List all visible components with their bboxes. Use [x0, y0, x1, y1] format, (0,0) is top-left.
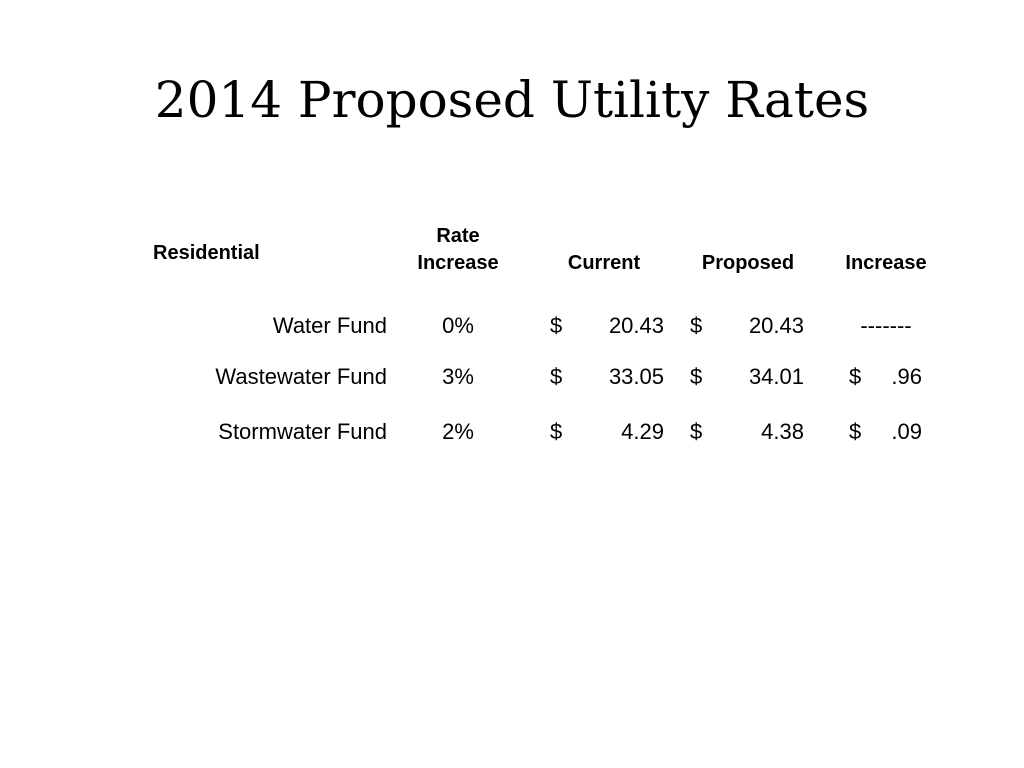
row-current-symbol-wastewater: $ [550, 364, 563, 389]
header-increase: Increase [845, 252, 927, 274]
row-increase-value-wastewater: .96 [891, 364, 922, 389]
row-proposed-symbol-stormwater: $ [690, 419, 703, 444]
row-increase-value-water: ------- [860, 313, 912, 338]
row-rate-increase-wastewater: 3% [442, 364, 474, 389]
row-rate-increase-water: 0% [442, 313, 474, 338]
header-rate-increase-line1: Rate [436, 225, 480, 247]
row-proposed-value-wastewater: 34.01 [748, 364, 804, 389]
row-proposed-symbol-wastewater: $ [690, 364, 703, 389]
row-current-symbol-stormwater: $ [550, 419, 563, 444]
row-proposed-symbol-water: $ [690, 313, 703, 338]
section-label-residential: Residential [153, 242, 260, 264]
row-increase-value-stormwater: .09 [891, 419, 922, 444]
row-current-value-wastewater: 33.05 [608, 364, 664, 389]
header-proposed: Proposed [701, 252, 795, 274]
row-rate-increase-stormwater: 2% [442, 419, 474, 444]
row-fund-stormwater: Stormwater Fund [218, 419, 387, 444]
row-proposed-value-stormwater: 4.38 [761, 419, 804, 444]
row-fund-wastewater: Wastewater Fund [215, 364, 387, 389]
row-proposed-value-water: 20.43 [748, 313, 804, 338]
header-current: Current [567, 252, 641, 274]
row-current-symbol-water: $ [550, 313, 563, 338]
row-current-value-water: 20.43 [608, 313, 664, 338]
row-increase-symbol-stormwater: $ [849, 419, 862, 444]
header-rate-increase-line2: Increase [417, 252, 499, 274]
row-fund-water: Water Fund [272, 313, 387, 338]
slide-title: 2014 Proposed Utility Rates [154, 71, 870, 129]
row-increase-symbol-wastewater: $ [849, 364, 862, 389]
row-current-value-stormwater: 4.29 [621, 419, 664, 444]
